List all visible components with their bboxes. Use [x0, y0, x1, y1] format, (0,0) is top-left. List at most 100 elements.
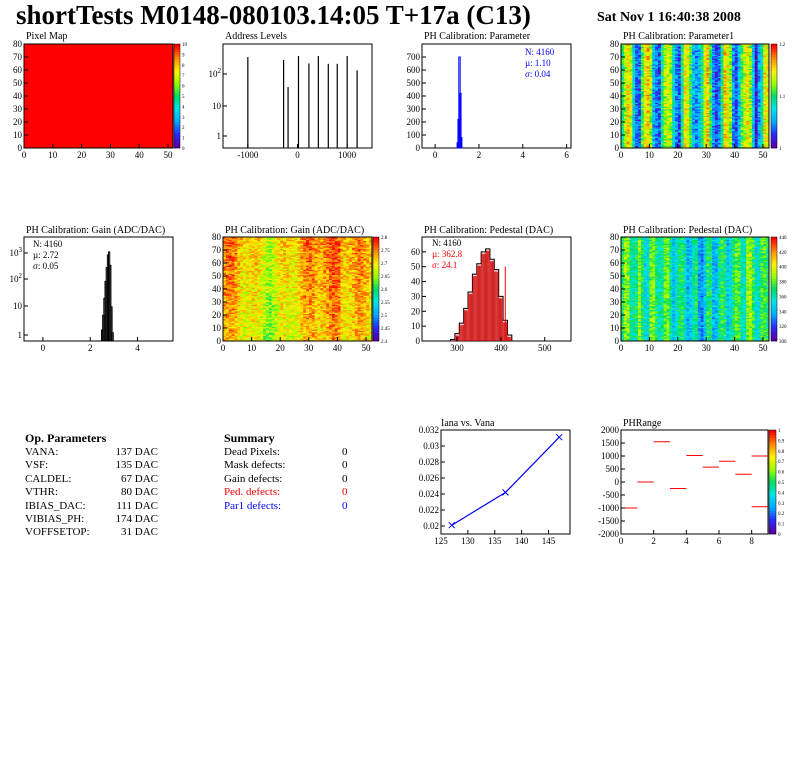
heat-cell [223, 283, 227, 286]
heat-cell [703, 67, 707, 69]
heat-cell [714, 119, 719, 121]
heat-cell [663, 73, 667, 76]
heat-cell [638, 53, 642, 55]
heat-fill [24, 44, 173, 148]
heat-cell [712, 98, 716, 101]
heat-cell [660, 79, 664, 81]
heat-cell [749, 83, 753, 85]
heat-cell [237, 321, 241, 324]
heat-cell [717, 138, 721, 141]
heat-cell [655, 118, 659, 120]
heat-cell [757, 62, 761, 64]
heat-cell [663, 59, 667, 62]
heat-cell [737, 92, 741, 94]
heat-cell [706, 145, 710, 147]
heat-cell [740, 54, 744, 56]
heat-cell [646, 128, 650, 131]
heat-cell [672, 106, 676, 108]
heat-cell [751, 45, 756, 47]
heat-cell [655, 51, 659, 54]
heat-cell [746, 141, 750, 144]
heat-cell [723, 63, 727, 66]
heat-cell [732, 53, 736, 55]
heat-cell [663, 92, 667, 94]
heat-cell [638, 94, 642, 97]
heat-cell [749, 59, 753, 62]
heat-cell [714, 63, 719, 66]
heat-cell [231, 278, 235, 281]
heat-cell [729, 128, 733, 131]
heat-cell [629, 135, 633, 137]
heat-cell [240, 287, 244, 290]
heat-cell [629, 111, 633, 114]
heat-cell [686, 64, 690, 67]
heat-cell [240, 266, 244, 269]
heat-cell [695, 89, 699, 92]
heat-cell [723, 120, 727, 123]
heat-cell [658, 72, 662, 75]
heat-cell [712, 85, 716, 88]
heat-cell [760, 89, 764, 92]
heat-cell [751, 86, 756, 89]
heat-cell [754, 116, 758, 119]
heat-cell [635, 59, 639, 62]
heat-cell [697, 84, 701, 86]
heat-cell [695, 96, 699, 98]
heat-cell [683, 107, 687, 110]
heat-cell [643, 72, 647, 75]
heat-cell [675, 103, 679, 106]
heat-cell [228, 298, 232, 300]
heat-cell [640, 98, 645, 101]
heat-cell [234, 311, 238, 313]
heat-cell [692, 141, 696, 144]
heat-cell [737, 106, 741, 108]
heat-cell [660, 66, 664, 68]
heat-cell [737, 70, 741, 72]
heat-cell [626, 131, 630, 133]
heat-cell [632, 75, 636, 77]
heat-cell [621, 53, 625, 55]
heat-cell [686, 115, 690, 118]
heat-cell [692, 85, 696, 88]
heat-cell [623, 119, 627, 121]
heat-cell [672, 102, 676, 105]
heat-cell [749, 66, 753, 68]
heat-cell [726, 145, 730, 147]
heat-cell [643, 79, 647, 81]
heat-cell [692, 51, 696, 54]
heat-cell [629, 123, 633, 125]
heat-cell [743, 145, 747, 147]
heat-cell [703, 123, 707, 125]
heat-cell [763, 62, 767, 64]
heat-cell [749, 123, 753, 125]
heat-cell [700, 54, 704, 56]
heat-cell [734, 140, 738, 142]
heat-cell [621, 136, 625, 138]
heat-cell [692, 101, 696, 103]
heat-cell [740, 144, 744, 146]
heat-cell [714, 132, 719, 134]
heat-cell [749, 75, 753, 77]
heat-cell [734, 125, 738, 128]
heat-cell [228, 291, 232, 294]
heat-cell [712, 72, 716, 75]
heat-cell [723, 116, 727, 119]
hist-bin [460, 137, 463, 149]
heat-cell [729, 133, 733, 136]
heat-cell [757, 128, 761, 131]
heat-cell [683, 106, 687, 108]
heat-cell [672, 96, 676, 98]
heat-cell [689, 57, 693, 59]
heat-cell [655, 77, 659, 80]
heat-cell [629, 86, 633, 89]
heat-cell [734, 80, 738, 82]
heat-cell [683, 88, 687, 90]
heat-cell [237, 263, 241, 265]
heat-cell [231, 318, 235, 321]
heat-cell [231, 296, 235, 299]
heat-cell [225, 338, 230, 340]
heat-cell [717, 44, 721, 46]
heat-cell [751, 55, 756, 58]
heat-cell [712, 102, 716, 105]
heat-cell [740, 119, 744, 121]
